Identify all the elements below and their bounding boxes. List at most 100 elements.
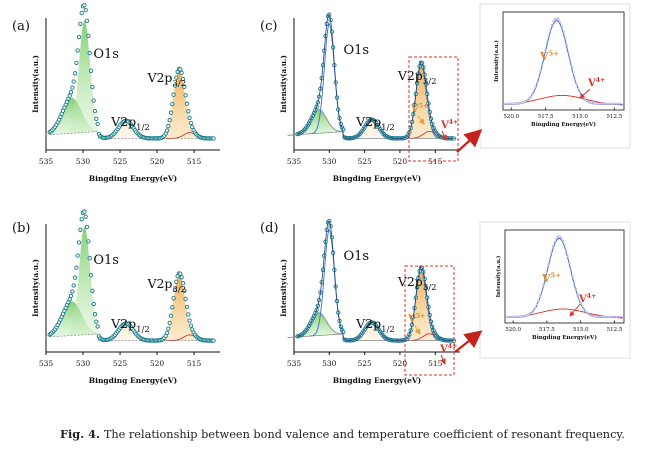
inset-x-tick-label: 520.0 bbox=[503, 114, 519, 120]
peak-label-v2p12: V2p1/2 bbox=[355, 114, 395, 133]
data-point bbox=[186, 312, 191, 317]
background-line bbox=[49, 333, 216, 341]
data-point bbox=[75, 253, 80, 258]
data-point bbox=[86, 239, 91, 244]
inset-label-v5: V5+ bbox=[539, 49, 559, 63]
v5-peak-fill bbox=[400, 65, 443, 139]
inset-data-point bbox=[527, 313, 530, 316]
highlight-box bbox=[404, 265, 455, 376]
peak-label-v2p12: V2p1/2 bbox=[110, 114, 150, 133]
x-tick-label: 515 bbox=[187, 157, 202, 166]
inset-v4-pointer bbox=[579, 88, 591, 99]
x-tick-label: 530 bbox=[76, 359, 91, 368]
x-tick-label: 520 bbox=[150, 157, 165, 166]
data-point bbox=[70, 85, 75, 90]
x-tick-label: 530 bbox=[76, 157, 91, 166]
peak-label-v2p32: V2p3/2 bbox=[146, 70, 186, 89]
v4-pointer bbox=[441, 130, 447, 141]
inset-data-point bbox=[530, 310, 534, 314]
data-point bbox=[178, 67, 183, 72]
inset-data-point bbox=[566, 255, 569, 258]
inset-data-point bbox=[548, 257, 552, 260]
x-tick-label: 520 bbox=[393, 359, 408, 368]
data-point bbox=[186, 109, 191, 114]
data-point bbox=[172, 83, 178, 88]
data-point bbox=[95, 324, 100, 329]
inset-data-point bbox=[539, 295, 542, 298]
inset-data-point bbox=[561, 239, 565, 242]
inset-x-axis-label: Bingding Energy(eV) bbox=[532, 334, 597, 341]
data-point bbox=[167, 320, 172, 326]
data-point bbox=[168, 110, 174, 115]
x-tick-label: 525 bbox=[113, 359, 128, 368]
inset-data-point bbox=[573, 281, 576, 285]
inset-data-point bbox=[526, 99, 529, 102]
highlight-box bbox=[408, 56, 459, 162]
inset-x-axis-label: Bingding Energy(eV) bbox=[531, 121, 596, 128]
data-point bbox=[170, 305, 175, 310]
x-tick-label: 535 bbox=[287, 359, 302, 368]
y-axis-label: Intensity(a.u.) bbox=[279, 55, 288, 113]
data-point bbox=[91, 98, 96, 103]
data-point bbox=[88, 68, 94, 73]
inset-data-point bbox=[585, 99, 588, 102]
x-tick-label: 535 bbox=[39, 359, 54, 368]
background-line bbox=[297, 131, 456, 139]
inset-x-tick-label: 512.5 bbox=[607, 114, 623, 120]
data-point bbox=[87, 51, 92, 56]
zoom-arrow bbox=[456, 129, 483, 153]
inset-data-point bbox=[581, 305, 584, 308]
x-axis-label: Bingding Energy(eV) bbox=[89, 174, 177, 183]
peak-label-o1s: O1s bbox=[343, 249, 369, 264]
valence-label-v4: V4+ bbox=[439, 343, 457, 355]
inset-data-point bbox=[618, 102, 621, 105]
peak-label-v2p12: V2p1/2 bbox=[110, 316, 150, 335]
data-point bbox=[79, 10, 84, 16]
data-point bbox=[94, 319, 99, 324]
data-point bbox=[211, 338, 216, 343]
inset-data-point bbox=[550, 250, 553, 254]
peak-label-v2p32: V2p3/2 bbox=[397, 274, 437, 293]
inset-data-point bbox=[542, 284, 545, 287]
inset-data-point bbox=[560, 236, 563, 239]
inset-x-tick-label: 520.0 bbox=[505, 327, 521, 333]
data-point bbox=[174, 279, 179, 284]
y-axis-label: Intensity(a.u.) bbox=[31, 55, 40, 113]
peak-label-v2p32: V2p3/2 bbox=[146, 276, 186, 295]
inset-data-point bbox=[549, 28, 552, 32]
inset-data-point bbox=[568, 261, 571, 265]
panel-label: (b) bbox=[12, 221, 30, 236]
data-point bbox=[171, 92, 176, 97]
inset-data-point bbox=[543, 277, 547, 280]
inset-data-point bbox=[542, 56, 545, 59]
x-tick-label: 525 bbox=[357, 359, 372, 368]
x-tick-label: 525 bbox=[357, 157, 372, 166]
data-point bbox=[82, 2, 87, 8]
data-point bbox=[187, 115, 192, 120]
inset-raw-spectrum bbox=[504, 17, 621, 105]
data-point bbox=[188, 120, 194, 126]
x-tick-label: 535 bbox=[39, 157, 54, 166]
xps-panel-b: (b) 535 530 525 520 515 Bingding Energy(eV) Int… bbox=[12, 209, 220, 385]
v5-pointer bbox=[417, 115, 425, 125]
v2p12-peak-fill bbox=[343, 119, 400, 139]
x-tick-label: 515 bbox=[187, 359, 202, 368]
inset-data-point bbox=[582, 96, 585, 99]
data-point bbox=[83, 7, 88, 13]
inset-data-point bbox=[534, 306, 537, 309]
data-point bbox=[84, 224, 90, 230]
data-point bbox=[76, 34, 82, 40]
fit-envelope bbox=[297, 14, 455, 139]
o1s-main-peak-fill bbox=[62, 226, 107, 341]
data-point bbox=[72, 275, 78, 280]
data-point bbox=[87, 256, 92, 261]
background-line bbox=[297, 333, 456, 341]
inset-data-point bbox=[555, 17, 559, 20]
data-point bbox=[164, 330, 170, 336]
xps-panel-d: (d) 535 530 525 520 515 Bingding Energy(eV) Int… bbox=[260, 218, 460, 385]
data-point bbox=[183, 93, 188, 98]
inset-data-point bbox=[552, 20, 555, 23]
y-axis-label: Intensity(a.u.) bbox=[31, 259, 40, 317]
data-point bbox=[71, 79, 76, 84]
